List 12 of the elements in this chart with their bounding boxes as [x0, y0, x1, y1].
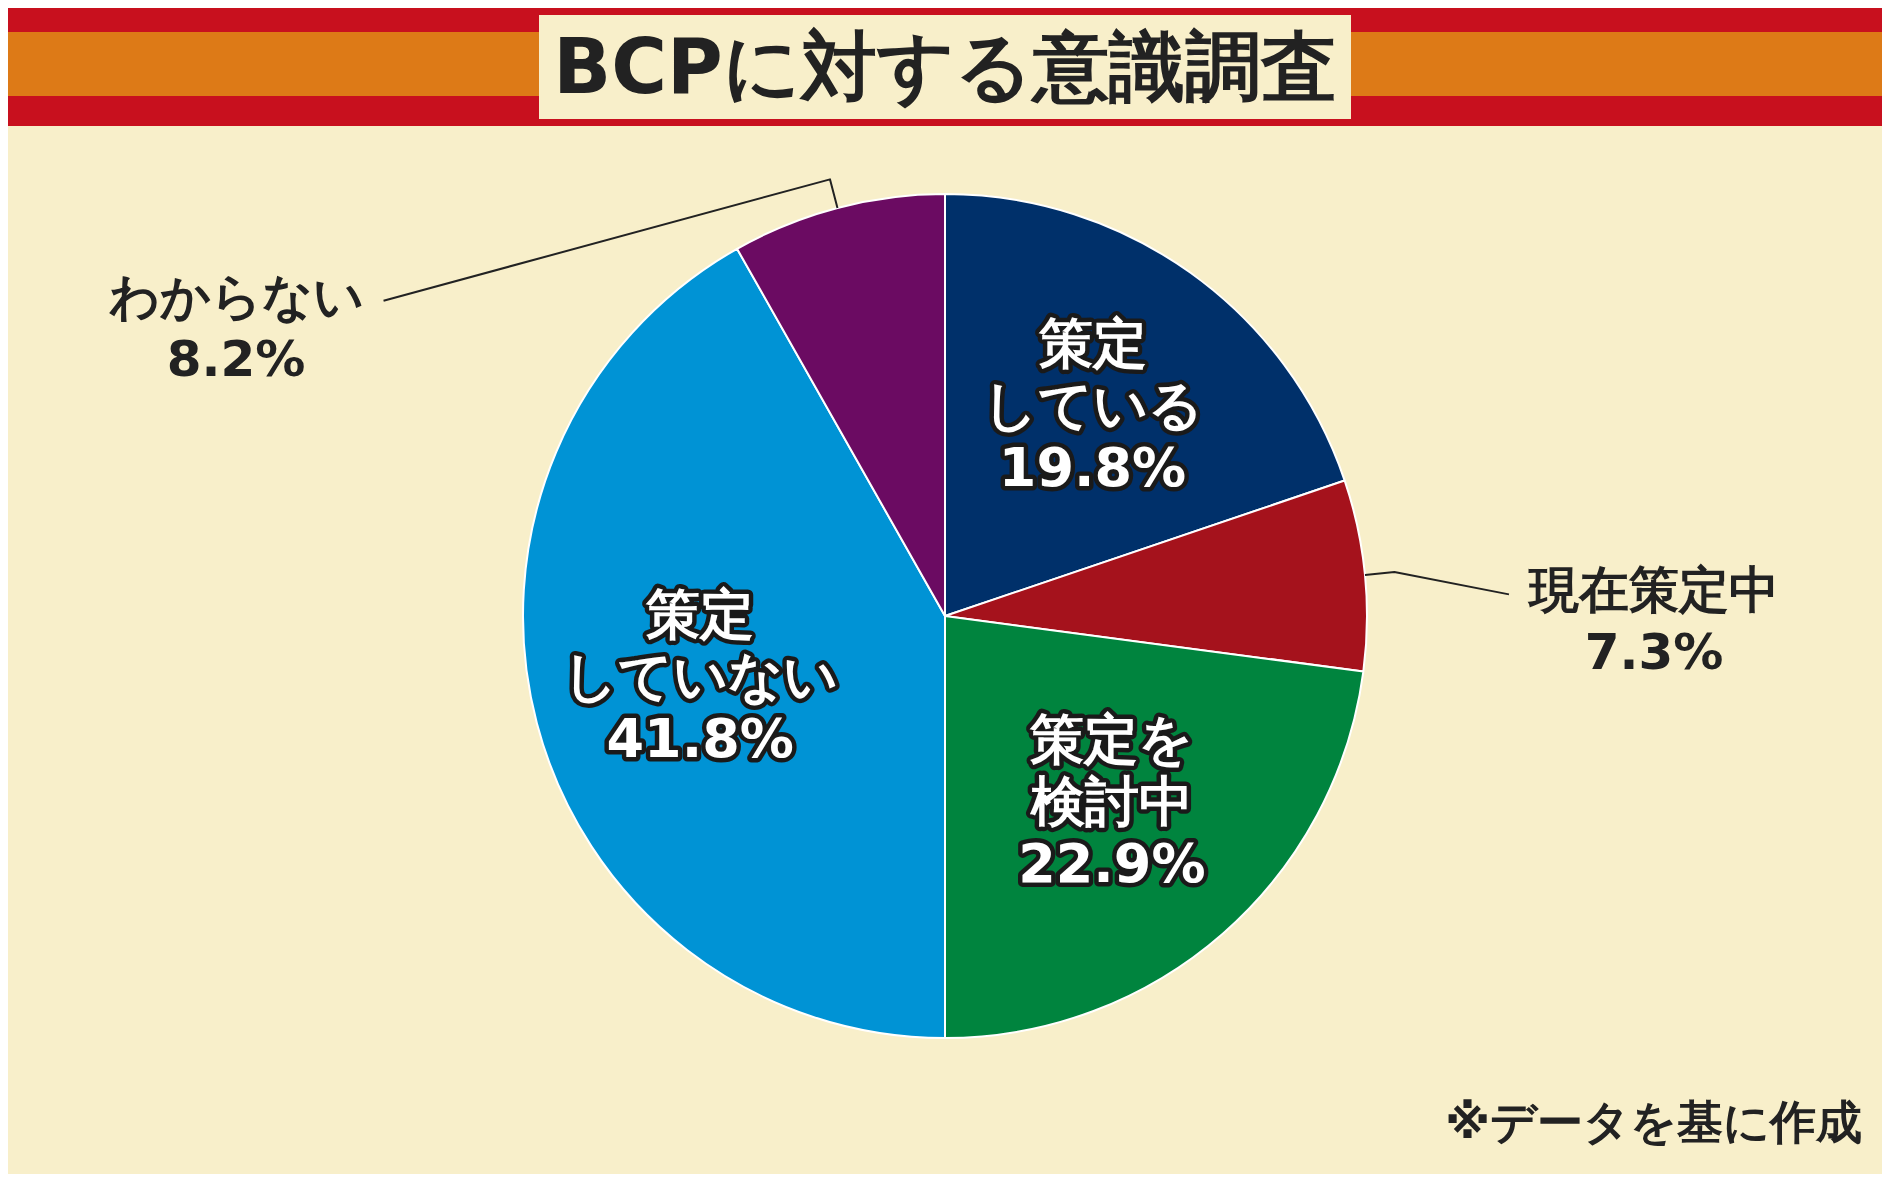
slice-label: 策定を検討中: [1028, 708, 1194, 834]
data-label: 7.3%: [1584, 623, 1724, 682]
data-label: 22.9%: [1018, 832, 1206, 896]
chart-title: BCPに対する意識調査: [539, 15, 1351, 119]
slice-label: わからない: [108, 267, 364, 326]
slice-label: 策定している: [982, 312, 1203, 438]
data-label: 19.8%: [998, 436, 1187, 500]
slice-label: 現在策定中: [1526, 561, 1779, 620]
data-label: 8.2%: [166, 329, 306, 388]
slice-label: 策定していない: [562, 582, 838, 708]
data-label: 41.8%: [606, 706, 794, 770]
text: ※データを基に作成: [1445, 1094, 1862, 1151]
